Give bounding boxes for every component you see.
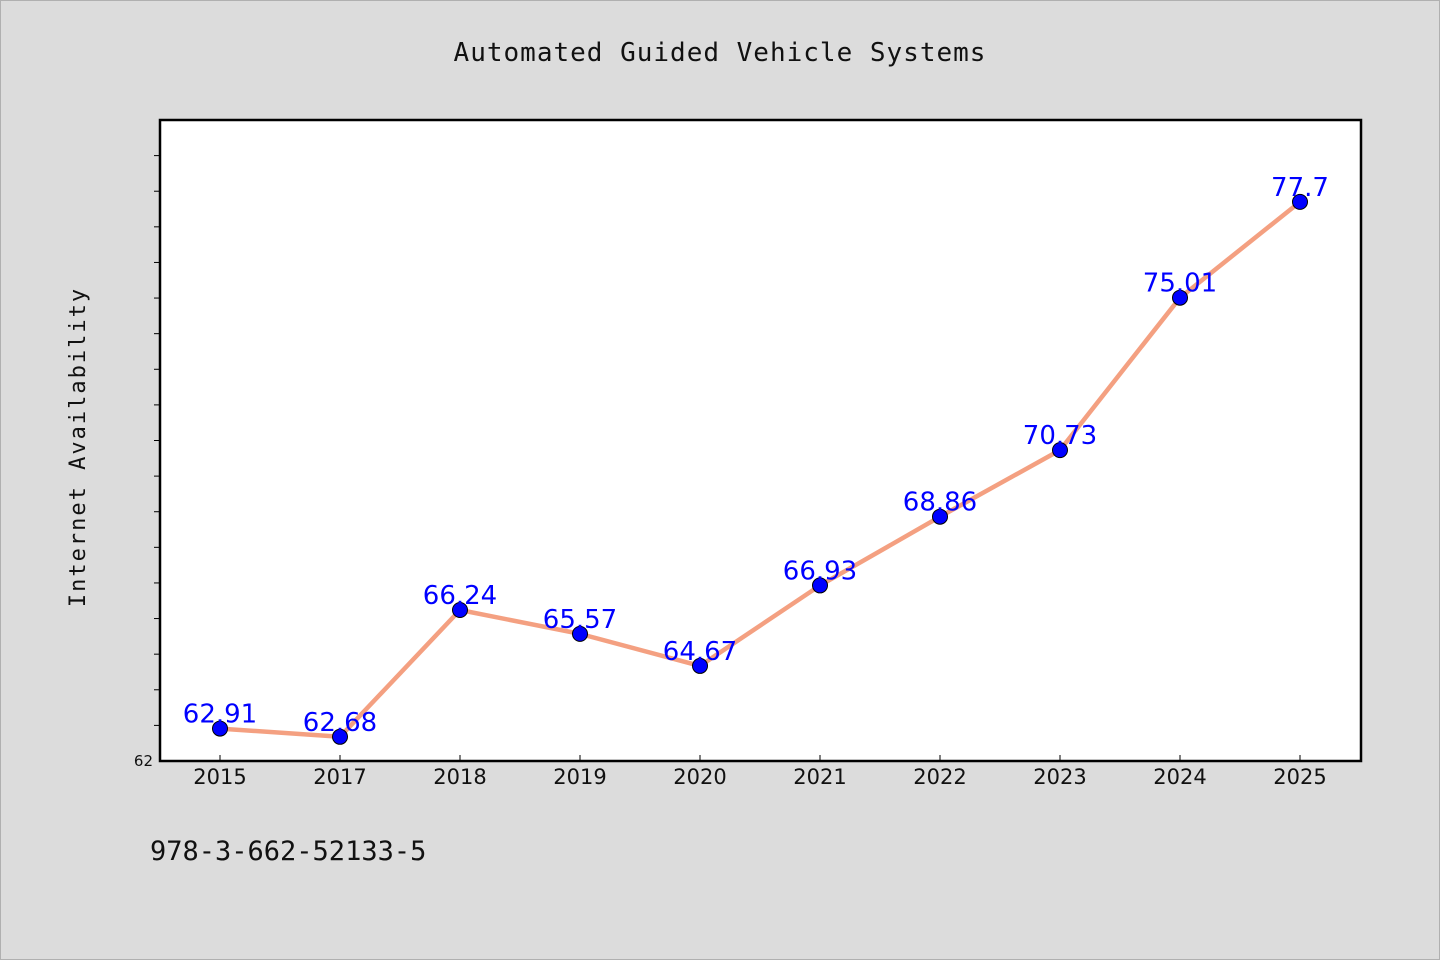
x-tick-label: 2018 <box>433 765 486 789</box>
data-labels: 62.91 62.68 66.24 65.57 64.67 66.93 68.86 70.73… <box>183 173 1329 738</box>
data-point <box>1292 193 1308 210</box>
data-label: 66.24 <box>423 581 497 611</box>
x-tick-label: 2019 <box>553 765 606 789</box>
data-point <box>572 625 588 642</box>
plot-area <box>158 118 1363 763</box>
data-point <box>332 728 348 745</box>
data-point <box>212 720 228 737</box>
data-label: 62.68 <box>303 708 377 738</box>
data-label: 75.01 <box>1143 269 1217 299</box>
x-tick-label: 2025 <box>1273 765 1326 789</box>
x-tick-label: 2015 <box>193 765 246 789</box>
x-tick-label: 2017 <box>313 765 366 789</box>
data-label: 62.91 <box>183 700 257 730</box>
x-tick-label: 2024 <box>1153 765 1206 789</box>
y-tick-label: 62 <box>134 752 153 770</box>
y-axis-label: Internet Availability <box>66 287 91 607</box>
data-label: 66.93 <box>783 556 857 586</box>
x-tick-label: 2020 <box>673 765 726 789</box>
x-tick-label: 2023 <box>1033 765 1086 789</box>
data-point <box>1052 442 1068 459</box>
data-label: 65.57 <box>543 605 617 635</box>
series-line-group <box>217 199 1303 740</box>
x-tick-label: 2021 <box>793 765 846 789</box>
data-point <box>812 577 828 594</box>
y-axis-ticks: 62 <box>134 155 160 770</box>
data-label: 64.67 <box>663 637 737 667</box>
data-label: 70.73 <box>1023 421 1097 451</box>
chart-title: Automated Guided Vehicle Systems <box>454 38 987 68</box>
data-point <box>932 508 948 525</box>
data-label: 68.86 <box>903 488 977 518</box>
data-point <box>692 657 708 674</box>
isbn-footer: 978-3-662-52133-5 <box>150 836 427 867</box>
x-tick-label: 2022 <box>913 765 966 789</box>
data-label: 77.7 <box>1271 173 1329 203</box>
data-point <box>452 602 468 619</box>
data-point <box>1172 289 1188 306</box>
data-markers <box>212 193 1308 745</box>
series-line <box>217 199 1303 740</box>
x-axis-ticks: 2015 2017 2018 2019 2020 2021 2022 2023 2024 2025 <box>193 755 1327 789</box>
